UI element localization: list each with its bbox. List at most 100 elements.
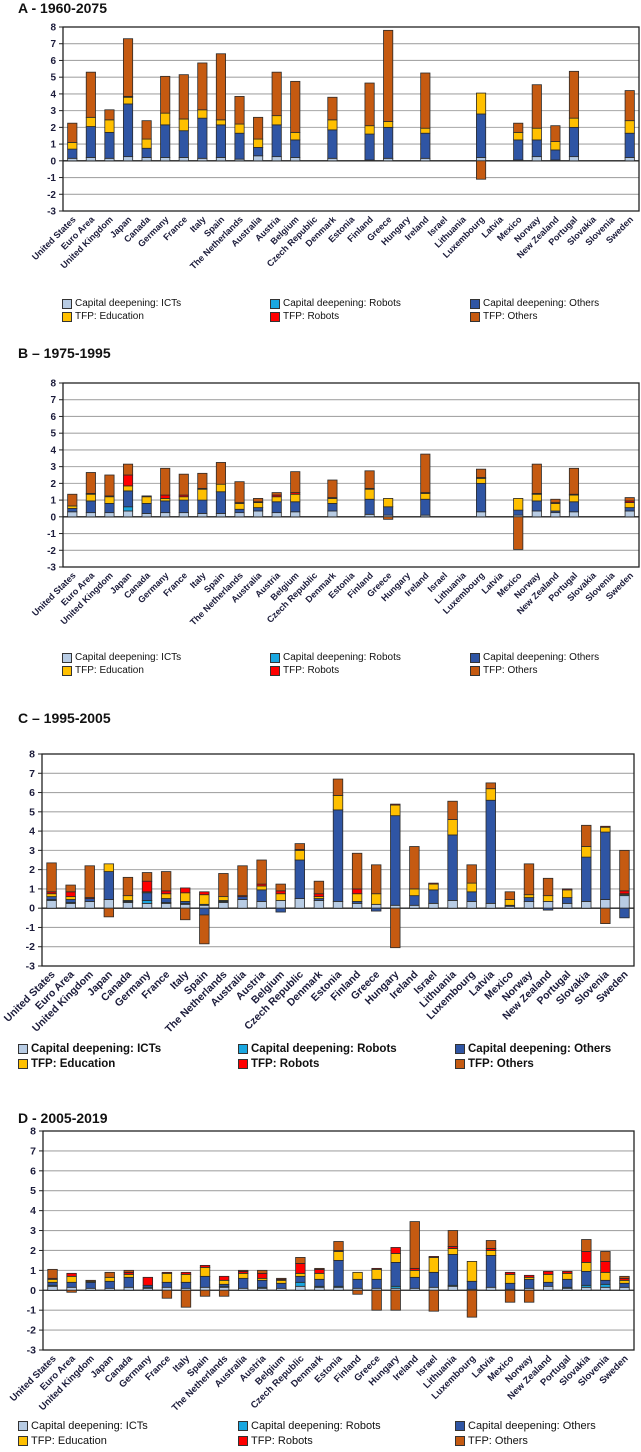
legend-item-tfp-education: TFP: Education (62, 665, 144, 676)
panel-b-bar-luxembourg-capital-deepening-others (476, 482, 487, 513)
panel-c-bar-belgium-tfp-education (275, 893, 286, 901)
panel-c-bar-italy-capital-deepening-icts (180, 903, 191, 909)
panel-d-bar-france-tfp-others (161, 1289, 173, 1299)
panel-d-bar-latvia-tfp-education (485, 1250, 497, 1256)
panel-a-bar-spain-tfp-others (215, 53, 226, 121)
panel-b-bar-austria-tfp-others (271, 492, 282, 496)
panel-a-bar-sweden-tfp-others (624, 90, 635, 122)
panel-d-bar-czech-republic-tfp-education (295, 1272, 306, 1277)
panel-a-bar-norway-capital-deepening-icts (531, 156, 542, 162)
panel-b-bar-the-netherlands-tfp-education (234, 503, 245, 510)
panel-a-bar-austria-tfp-others (271, 71, 282, 117)
panel-d-y-tick-label: 7 (30, 1145, 36, 1157)
panel-b-y-tick-label: 8 (50, 379, 56, 390)
panel-d-bar-mexico-tfp-education (504, 1273, 516, 1284)
panel-d-bar-ireland-capital-deepening-others (409, 1276, 420, 1289)
panel-d-bar-spain-tfp-robots (199, 1264, 211, 1268)
panel-b-y-tick-label: 1 (50, 496, 56, 507)
panel-a-y-tick-label: 2 (50, 123, 56, 134)
legend-label: Capital deepening: ICTs (75, 652, 182, 663)
panel-d-bar-luxembourg-tfp-others (466, 1289, 478, 1318)
panel-d-bar-finland-capital-deepening-others (352, 1278, 363, 1289)
panel-d-bar-latvia-capital-deepening-others (485, 1255, 497, 1288)
panel-a-bar-australia-capital-deepening-icts (253, 155, 264, 162)
panel-c-bar-slovenia-tfp-robots (600, 825, 611, 828)
panel-b-bar-new-zealand-capital-deepening-icts (550, 512, 561, 518)
panel-b-bar-denmark-tfp-education (327, 498, 338, 504)
panel-a-plot-frame (62, 26, 640, 212)
panel-c-bar-belgium-tfp-robots (275, 890, 286, 895)
panel-c-bar-spain-tfp-robots (199, 891, 210, 896)
panel-a-bar-euro-area-tfp-others (85, 71, 96, 118)
legend-item-capital-deepening-others: Capital deepening: Others (455, 1043, 611, 1055)
panel-d-bar-israel-tfp-robots (428, 1256, 439, 1258)
panel-b-bar-italy-tfp-others (197, 472, 208, 489)
panel-c-bar-ireland-capital-deepening-icts (409, 904, 420, 909)
panel-b-bar-united-kingdom-tfp-others (104, 474, 115, 497)
panel-a-bar-australia-tfp-education (253, 138, 264, 148)
panel-a-bar-sweden-tfp-education (624, 120, 635, 134)
legend-swatch-icon (470, 665, 480, 676)
panel-b-bar-luxembourg-tfp-others (476, 468, 487, 478)
panel-c-bar-sweden-tfp-robots (619, 890, 630, 895)
panel-b-y-tick-label: 2 (50, 479, 56, 490)
panel-c-y-tick-label: 2 (29, 864, 35, 876)
legend-item-tfp-robots: TFP: Robots (238, 1435, 313, 1447)
panel-d-bar-the-netherlands-tfp-education (218, 1279, 230, 1285)
panel-d-bar-greece-tfp-education (371, 1268, 382, 1280)
panel-a-y-tick-label: -1 (47, 173, 56, 184)
legend-item-capital-deepening-robots: Capital deepening: Robots (270, 652, 401, 663)
panel-b-bar-luxembourg-capital-deepening-icts (476, 511, 487, 518)
panel-b-bar-canada-tfp-robots (141, 495, 152, 498)
panel-b-y-tick-label: 6 (50, 412, 56, 423)
panel-b-y-tick-label: 5 (50, 429, 56, 440)
panel-b-y-tick-label: 3 (50, 462, 56, 473)
panel-c-bar-spain-capital-deepening-icts (199, 904, 210, 909)
panel-d-bar-hungary-capital-deepening-others (390, 1262, 401, 1287)
panel-a-bar-ireland-tfp-education (420, 127, 431, 134)
panel-b-bar-australia-tfp-education (253, 502, 264, 509)
panel-c-bar-lithuania-capital-deepening-icts (447, 900, 458, 909)
panel-c-bar-spain-tfp-others (199, 914, 210, 945)
panel-b-bar-japan-tfp-robots (122, 474, 134, 487)
panel-d-bar-united-kingdom-tfp-others (85, 1279, 96, 1282)
panel-d-bar-new-zealand-tfp-education (543, 1273, 554, 1283)
panel-c-bar-portugal-capital-deepening-others (561, 897, 573, 904)
legend-swatch-icon (270, 298, 280, 309)
panel-b-bar-germany-tfp-robots (160, 494, 171, 499)
panel-c-bar-norway-tfp-others (523, 863, 535, 896)
panel-d-y-tick-label: 4 (30, 1205, 36, 1217)
panel-d-bar-euro-area-tfp-education (66, 1275, 77, 1283)
panel-c-bar-japan-tfp-education (103, 863, 115, 872)
panel-c-bar-germany-capital-deepening-robots (141, 900, 153, 904)
panel-a-bar-new-zealand-capital-deepening-others (550, 149, 561, 161)
panel-c-bar-sweden-capital-deepening-icts (619, 895, 630, 909)
panel-d-bar-ireland-tfp-others (409, 1221, 420, 1269)
panel-b-bar-denmark-capital-deepening-others (327, 503, 338, 512)
panel-d-bar-canada-tfp-education (123, 1273, 134, 1278)
panel-a-bar-denmark-tfp-others (327, 96, 338, 121)
panel-d-bar-canada-tfp-others (123, 1269, 134, 1273)
panel-d-bar-the-netherlands-tfp-others (218, 1289, 230, 1297)
panel-b-bar-japan-tfp-others (122, 463, 134, 476)
panel-d-bar-slovakia-tfp-education (581, 1262, 592, 1272)
panel-a-bar-portugal-capital-deepening-icts (568, 156, 580, 162)
panel-a-bar-euro-area-tfp-education (85, 116, 96, 127)
panel-a-bar-germany-capital-deepening-icts (160, 157, 171, 162)
panel-b-bar-spain-tfp-others (215, 462, 226, 485)
panel-b-bar-norway-capital-deepening-icts (531, 510, 542, 518)
panel-c-bar-sweden-capital-deepening-others (619, 907, 630, 919)
panel-c-bar-austria-tfp-education (256, 885, 267, 891)
panel-b-bar-belgium-tfp-others (290, 471, 301, 493)
legend-swatch-icon (238, 1044, 248, 1054)
panel-d-bar-slovenia-capital-deepening-others (600, 1279, 611, 1285)
panel-b-bar-new-zealand-tfp-education (550, 503, 561, 512)
legend-swatch-icon (238, 1421, 248, 1431)
legend-label: TFP: Others (468, 1435, 528, 1447)
panel-d-bar-estonia-capital-deepening-others (333, 1260, 344, 1287)
panel-b-bar-belgium-tfp-education (290, 493, 301, 503)
legend-item-tfp-education: TFP: Education (18, 1058, 115, 1070)
panel-c-bar-slovenia-tfp-education (600, 826, 611, 833)
panel-c-bar-euro-area-tfp-education (65, 896, 76, 900)
panel-d-bar-france-capital-deepening-icts (161, 1286, 173, 1291)
